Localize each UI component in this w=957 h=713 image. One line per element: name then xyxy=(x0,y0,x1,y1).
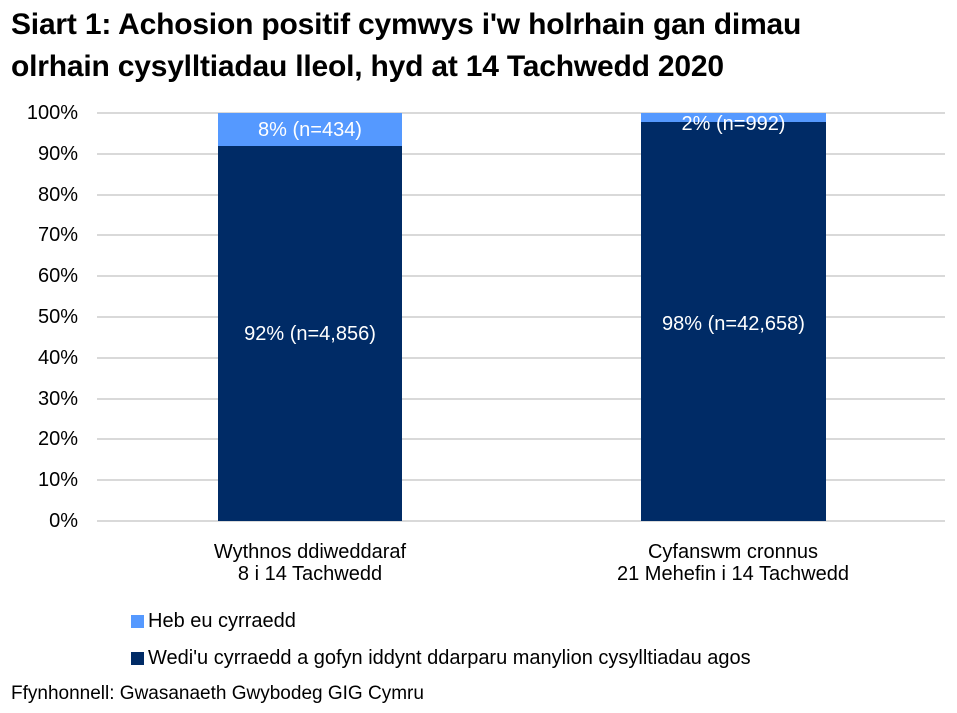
bar-segment-not-reached: 8% (n=434) xyxy=(218,113,402,146)
x-category-label-line-1: Cyfanswm cronnus xyxy=(647,541,819,563)
y-tick-label: 90% xyxy=(37,143,78,165)
source-note: Ffynhonnell: Gwasanaeth Gwybodeg GIG Cym… xyxy=(11,683,424,704)
legend-item-reached: Wedi'u cyrraedd a gofyn iddynt ddarparu … xyxy=(131,647,751,669)
y-tick-label: 70% xyxy=(37,224,78,246)
x-axis-baseline xyxy=(97,520,945,522)
legend-item-not-reached: Heb eu cyrraedd xyxy=(131,610,296,632)
bar-segment-reached: 98% (n=42,658) xyxy=(641,122,826,521)
x-category-label: Cyfanswm cronnus 21 Mehefin i 14 Tachwed… xyxy=(583,541,883,585)
chart-title: Siart 1: Achosion positif cymwys i'w hol… xyxy=(11,4,951,88)
gridline xyxy=(97,316,945,318)
gridline xyxy=(97,479,945,481)
legend-label: Heb eu cyrraedd xyxy=(148,610,296,632)
x-category-label-line-1: Wythnos ddiweddaraf xyxy=(213,541,407,563)
y-tick-label: 30% xyxy=(37,388,78,410)
gridline xyxy=(97,357,945,359)
y-tick-label: 40% xyxy=(37,347,78,369)
gridline xyxy=(97,153,945,155)
data-label: 8% (n=434) xyxy=(258,119,362,141)
gridline xyxy=(97,275,945,277)
y-tick-label: 10% xyxy=(37,469,78,491)
bar-segment-not-reached xyxy=(641,113,826,122)
legend-swatch-icon xyxy=(131,614,144,628)
data-label: 98% (n=42,658) xyxy=(662,313,805,335)
chart-title-line-2: olrhain cysylltiadau lleol, hyd at 14 Ta… xyxy=(11,50,724,83)
y-tick-label: 80% xyxy=(37,184,78,206)
legend-swatch-icon xyxy=(131,651,144,665)
gridline xyxy=(97,194,945,196)
legend-label: Wedi'u cyrraedd a gofyn iddynt ddarparu … xyxy=(148,647,751,669)
bar-segment-reached: 92% (n=4,856) xyxy=(218,146,402,521)
y-tick-label: 100% xyxy=(26,102,78,124)
y-tick-label: 20% xyxy=(37,428,78,450)
chart-title-line-1: Siart 1: Achosion positif cymwys i'w hol… xyxy=(11,8,802,41)
gridline xyxy=(97,234,945,236)
x-category-label-line-2: 8 i 14 Tachwedd xyxy=(237,563,383,585)
gridline xyxy=(97,112,945,114)
gridline xyxy=(97,438,945,440)
x-category-label-line-2: 21 Mehefin i 14 Tachwedd xyxy=(616,563,849,585)
y-tick-label: 0% xyxy=(49,510,78,532)
data-label: 92% (n=4,856) xyxy=(244,323,376,345)
x-category-label: Wythnos ddiweddaraf 8 i 14 Tachwedd xyxy=(160,541,460,585)
gridline xyxy=(97,398,945,400)
y-tick-label: 60% xyxy=(37,265,78,287)
data-label: 2% (n=992) xyxy=(681,113,786,135)
y-tick-label: 50% xyxy=(37,306,78,328)
